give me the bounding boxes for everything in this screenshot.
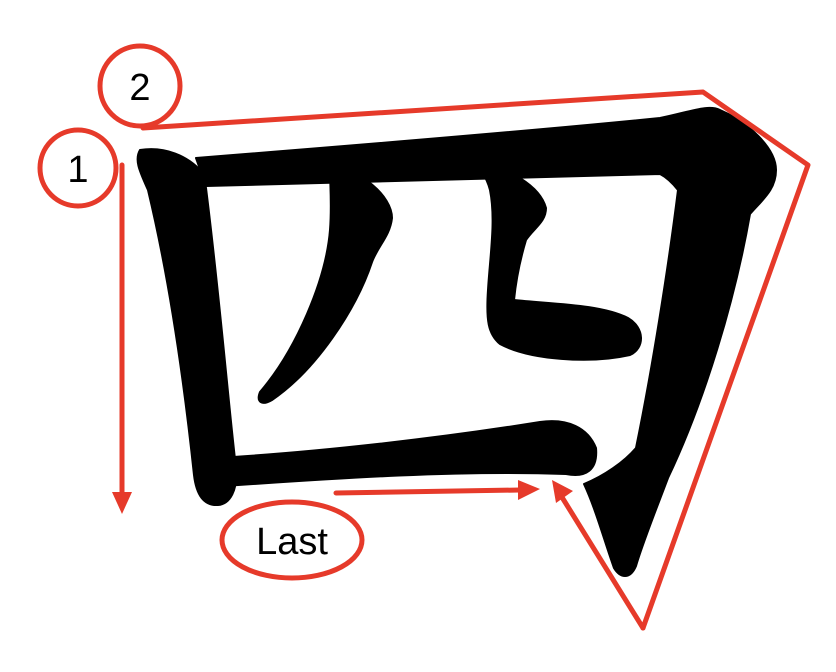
stroke-1-marker [37,127,119,209]
glyph-stroke-top-right-hook [195,106,777,577]
first-stroke-arrowhead-icon [112,492,132,514]
second-stroke-path-line [140,89,811,631]
hook-arrow-line [557,491,646,631]
hook-arrowhead-icon [552,480,573,503]
stroke-1-label: 1 [67,149,88,191]
glyph-stroke-inner-left [257,167,393,404]
glyph-stroke-bottom-horizontal [212,420,598,487]
character-glyph [136,106,777,577]
last-stroke-arrow-line [333,487,523,496]
last-stroke-marker [219,499,365,581]
stroke-order-annotations: 2 1 Last [37,43,811,631]
glyph-stroke-left-vertical [136,148,238,507]
stroke-2-label: 2 [129,67,150,109]
last-stroke-arrowhead-icon [518,480,540,500]
stroke-2-marker [97,43,183,129]
last-stroke-label: Last [256,521,328,563]
glyph-stroke-inner-bend [471,159,642,361]
